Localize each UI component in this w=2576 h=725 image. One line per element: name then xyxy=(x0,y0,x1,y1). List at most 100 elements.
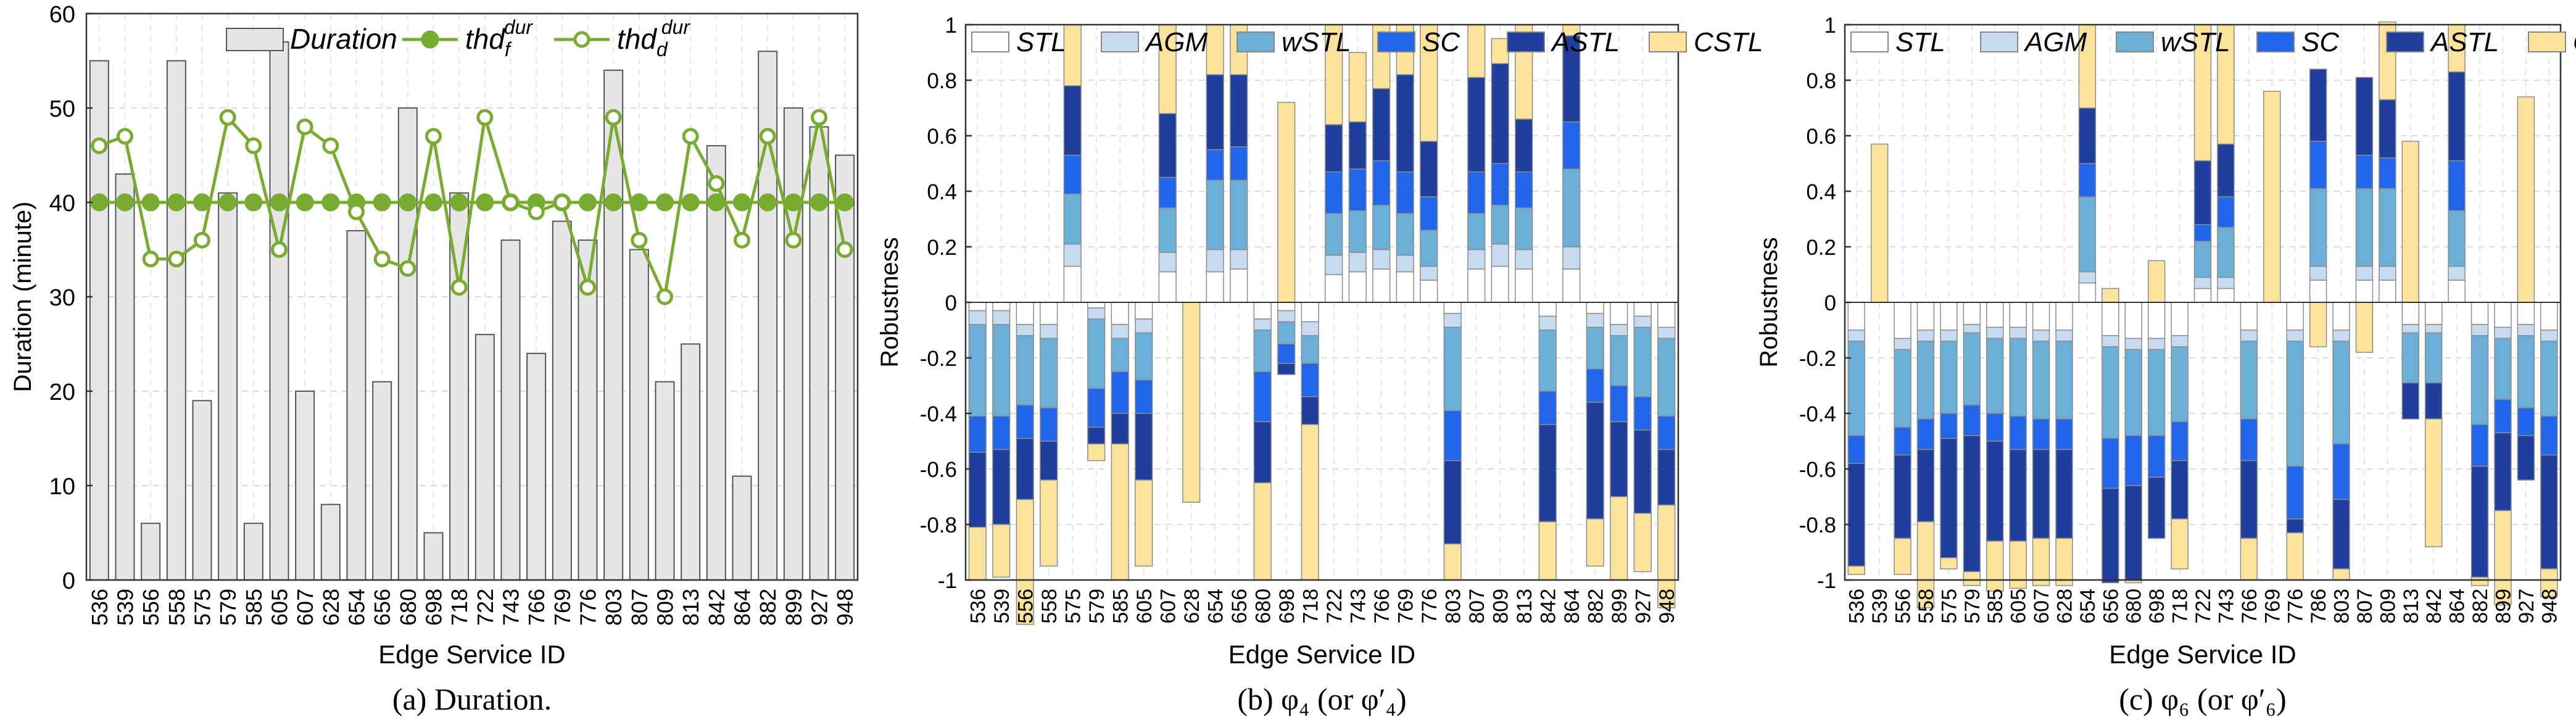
bar-CSTL-579 xyxy=(1087,443,1106,462)
x-tick-label: 579 xyxy=(215,589,241,626)
stacked-bars xyxy=(1847,21,2558,608)
x-tick-label: 864 xyxy=(730,589,755,626)
bar-STL-585 xyxy=(1111,302,1129,325)
bar-AGM-585 xyxy=(1111,324,1129,339)
caption-b: (b) φ₄ (or φ′₄) xyxy=(1237,682,1406,716)
y-tick-label: 1 xyxy=(1824,14,1836,38)
bar-SC-680 xyxy=(2124,435,2142,486)
bar-CSTL-539 xyxy=(992,524,1011,578)
legend-label-wSTL: wSTL xyxy=(1282,27,1351,57)
x-tick-label: 698 xyxy=(1275,589,1299,624)
legend-label-ASTL: ASTL xyxy=(1550,27,1620,57)
bar-wSTL-803 xyxy=(1443,326,1462,412)
legend-swatch-SC xyxy=(2256,31,2295,52)
bar-AGM-656 xyxy=(1230,249,1248,270)
x-tick-label: 722 xyxy=(1323,589,1346,624)
x-tick-label: 927 xyxy=(2515,589,2538,624)
x-tick-label: 585 xyxy=(241,589,267,626)
bar-ASTL-807 xyxy=(1467,77,1486,173)
x-tick-label: 809 xyxy=(1489,589,1512,624)
bar-wSTL-654 xyxy=(2078,196,2097,273)
caption-a: (a) Duration. xyxy=(392,682,552,716)
y-tick-label: -1 xyxy=(938,569,957,593)
x-tick-label: 628 xyxy=(1180,589,1204,624)
bar-wSTL-776 xyxy=(1420,230,1438,267)
point-thd_f^dur-585 xyxy=(244,193,263,212)
x-tick-label: 607 xyxy=(292,589,318,626)
bar-ASTL-743 xyxy=(2217,143,2235,197)
x-tick-label: 654 xyxy=(344,589,370,626)
bar-wSTL-556 xyxy=(1016,335,1034,406)
x-tick-label: 556 xyxy=(1014,589,1037,624)
legend-swatch-AGM xyxy=(1980,31,2018,52)
bar-ASTL-558 xyxy=(1040,441,1058,481)
x-tick-label: 539 xyxy=(990,589,1014,624)
bar-wSTL-718 xyxy=(1301,335,1319,364)
legend-label-STL: STL xyxy=(1895,27,1945,57)
x-tick-label: 575 xyxy=(1061,589,1085,624)
bar-ASTL-722 xyxy=(2193,160,2212,225)
bar-ASTL-680 xyxy=(2124,485,2142,581)
y-tick-label: 10 xyxy=(49,474,75,500)
x-tick-label: 882 xyxy=(755,589,781,626)
legend-swatch-STL xyxy=(1850,31,1889,52)
x-tick-label: 948 xyxy=(1655,589,1679,624)
point-thd_f^dur-579 xyxy=(218,193,237,212)
bar-SC-899 xyxy=(2494,399,2512,434)
x-tick-label: 948 xyxy=(2538,589,2561,624)
bar-CSTL-654 xyxy=(2078,24,2097,109)
bar-AGM-607 xyxy=(1158,252,1177,273)
bar-SC-656 xyxy=(2102,437,2119,489)
bar-CSTL-628 xyxy=(1182,302,1201,503)
bar-ASTL-769 xyxy=(1396,74,1414,173)
bar-duration-809 xyxy=(655,381,675,581)
bar-duration-539 xyxy=(115,173,135,581)
bar-wSTL-882 xyxy=(1586,326,1604,370)
bar-CSTL-605 xyxy=(1135,479,1153,567)
x-tick-label: 803 xyxy=(2330,589,2354,624)
bar-wSTL-722 xyxy=(1325,213,1343,256)
bar-AGM-558 xyxy=(1040,324,1058,339)
bar-AGM-766 xyxy=(2240,329,2258,342)
bar-AGM-605 xyxy=(2009,326,2027,339)
bar-AGM-948 xyxy=(1657,326,1676,339)
bar-ASTL-575 xyxy=(1940,437,1958,558)
bar-wSTL-842 xyxy=(1538,329,1557,392)
bar-CSTL-585 xyxy=(1986,541,2004,592)
bar-STL-536 xyxy=(1847,302,1865,331)
bar-SC-882 xyxy=(2470,424,2489,467)
duration-chart: 0 10 20 30 40 50 60 536 539 556 558 575 579 585 605 607… xyxy=(9,2,859,716)
point-thd_f^dur-809 xyxy=(656,193,674,212)
bar-AGM-680 xyxy=(2124,338,2142,350)
bar-wSTL-605 xyxy=(2009,338,2027,417)
bar-AGM-558 xyxy=(1916,329,1935,342)
point-thd_d^dur-927 xyxy=(811,109,827,126)
x-tick-label: 605 xyxy=(267,589,292,626)
point-thd_d^dur-656 xyxy=(373,251,391,268)
bar-ASTL-536 xyxy=(968,452,987,528)
bar-SC-809 xyxy=(2379,157,2396,189)
bar-AGM-579 xyxy=(1087,307,1106,320)
x-tick-label: 607 xyxy=(1156,589,1180,624)
bar-AGM-607 xyxy=(2032,329,2050,342)
bar-STL-842 xyxy=(2424,302,2443,325)
y-axis-label: Robustness xyxy=(1755,237,1783,367)
x-tick-label: 927 xyxy=(807,589,832,626)
point-thd_f^dur-607 xyxy=(296,193,314,212)
bar-ASTL-842 xyxy=(1538,424,1557,523)
bar-SC-680 xyxy=(1253,371,1272,423)
bar-duration-628 xyxy=(320,503,341,581)
bar-STL-585 xyxy=(1986,302,2004,328)
bar-ASTL-882 xyxy=(2470,465,2489,578)
bar-duration-656 xyxy=(372,381,392,581)
bar-CSTL-539 xyxy=(1870,143,1889,303)
bar-STL-722 xyxy=(2193,288,2212,303)
bar-CSTL-864 xyxy=(2448,24,2466,73)
point-thd_d^dur-882 xyxy=(759,128,776,145)
bar-wSTL-807 xyxy=(2355,188,2374,267)
bar-ASTL-605 xyxy=(1135,413,1153,481)
point-thd_d^dur-536 xyxy=(91,137,108,154)
bar-wSTL-809 xyxy=(2379,188,2396,267)
bar-CSTL-842 xyxy=(1538,521,1557,581)
bar-CSTL-842 xyxy=(2424,418,2443,547)
